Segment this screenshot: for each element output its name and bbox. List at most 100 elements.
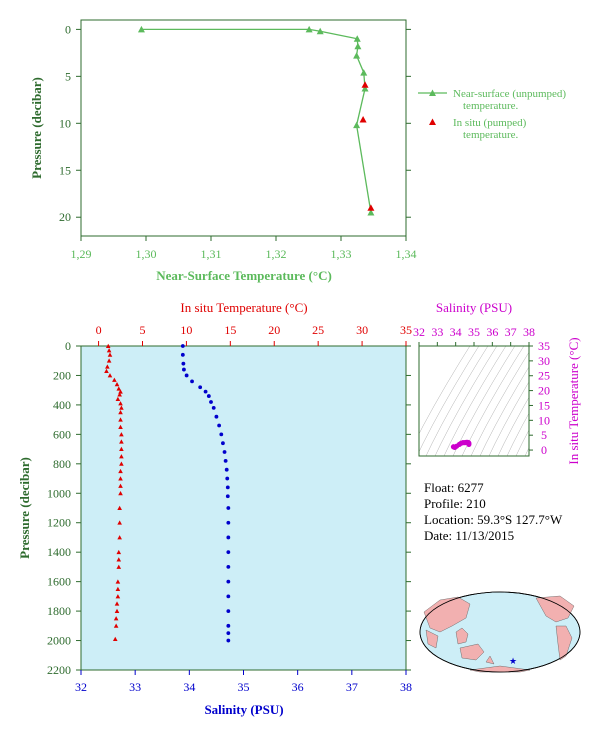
near-surface-point [353,35,361,42]
ts-x-tick-label: 32 [413,325,425,339]
salinity-point [226,579,231,584]
near-surface-y-tick-label: 0 [65,22,71,36]
near-surface-point [353,52,361,59]
temperature-axis-tick-label: 10 [180,323,192,337]
salinity-point [223,458,228,463]
salinity-point [226,535,231,540]
ts-series [450,439,472,450]
ts-x-ticks: 32 33 34 35 36 37 38 [413,325,535,346]
salinity-point [226,623,231,628]
temperature-point [118,424,123,429]
temperature-point [116,564,122,569]
map-land-antarctica [469,665,531,673]
temperature-point [117,392,122,397]
salinity-point [221,441,225,446]
near-surface-y-tick-label: 5 [65,69,71,83]
temperature-point [116,549,122,555]
temperature-point [118,468,123,474]
map-land [423,595,575,673]
near-surface-point [305,25,313,33]
temperature-point [104,368,109,373]
temperature-axis-tick-label: 35 [400,323,412,337]
ts-x-tick-label: 37 [505,325,517,339]
ts-contour [525,316,601,476]
salinity-axis-tick-label: 38 [400,680,412,694]
temperature-point [119,439,124,444]
profile-chart: 0200400600800100012001400160018002000220… [17,300,412,717]
salinity-point [203,389,208,394]
ts-y-label: In situ Temperature (°C) [566,337,581,464]
near-surface-point [316,27,324,35]
legend-marker-near-surface [429,89,436,96]
temperature-point [119,454,124,459]
in-situ-point [367,204,375,211]
near-surface-x-tick-label: 1,34 [396,247,417,261]
temperature-point [119,405,124,410]
salinity-point [180,344,185,348]
profile-frame [80,345,407,671]
salinity-point [225,494,230,499]
legend-label-near-surface: Near-surface (unpumped) temperature. [453,88,566,112]
temperature-point [113,623,119,628]
near-surface-y-ticks: 0 5 10 15 20 [59,22,411,224]
near-surface-frame [80,19,407,237]
temperature-axis-tick-label: 0 [96,323,102,337]
profile-y-ticks: 0 200 400 600 800 1000 1200 1400 1600 1800 2000 220… [47,339,411,677]
profile-y-tick-label: 400 [53,398,71,412]
near-surface-legend: Near-surface (unpumped) temperature. In s… [418,88,566,141]
temperature-axis-tick-label: 20 [268,323,280,337]
near-surface-y-tick-label: 10 [59,116,71,130]
salinity-axis-label: Salinity (PSU) [204,702,283,717]
ts-x-tick-label: 33 [431,325,443,339]
map-land-indonesia [455,627,469,645]
date: Date: 11/13/2015 [424,528,515,543]
legend-label-in-situ: In situ (pumped) temperature. [453,117,527,141]
temperature-point [106,348,112,353]
salinity-point [209,400,213,404]
salinity-point [226,506,231,510]
salinity-point [182,367,186,372]
temperature-axis-tick-label: 25 [312,323,324,337]
near-surface-series [137,25,375,216]
in-situ-point [359,116,367,123]
near-surface-y-tick-label: 15 [59,163,71,177]
ts-frame [418,345,530,457]
map-land-africa-edge [425,629,439,649]
ts-x-tick-label: 35 [468,325,480,339]
location: Location: 59.3°S 127.7°W [424,512,563,527]
near-surface-point [353,121,361,129]
temperature-point [118,483,123,488]
ts-contour [461,346,525,456]
profile-series [104,343,231,643]
float-location-marker: ★ [509,657,517,667]
profile-y-tick-label: 1200 [47,516,71,530]
near-surface-chart: 1,29 1,30 1,31 1,32 1,33 1,34 0 5 10 15 20 Near-S… [29,19,566,283]
near-surface-point [360,69,368,76]
salinity-point [217,423,222,428]
salinity-point [219,432,224,437]
float-id: Float: 6277 [424,480,484,495]
profile-y-tick-label: 0 [65,339,71,353]
map-land-north-america [535,595,575,623]
ts-contour [419,346,480,453]
near-surface-line [141,28,372,213]
near-surface-point [367,209,375,216]
near-surface-y-tick-label: 20 [59,210,71,224]
temperature-point [116,557,122,562]
ts-y-tick-label: 30 [538,354,550,368]
ts-contour [479,366,529,456]
salinity-axis-tick-label: 36 [292,680,304,694]
temperature-point [115,586,121,591]
near-surface-x-tick-label: 1,30 [136,247,157,261]
salinity-point [226,631,231,636]
temperature-point [106,358,112,363]
temperature-point [114,601,120,606]
map-land-asia [423,596,471,633]
temperature-point [118,417,123,422]
temperature-point [118,490,123,496]
salinity-point [211,405,216,410]
near-surface-point [361,85,369,92]
